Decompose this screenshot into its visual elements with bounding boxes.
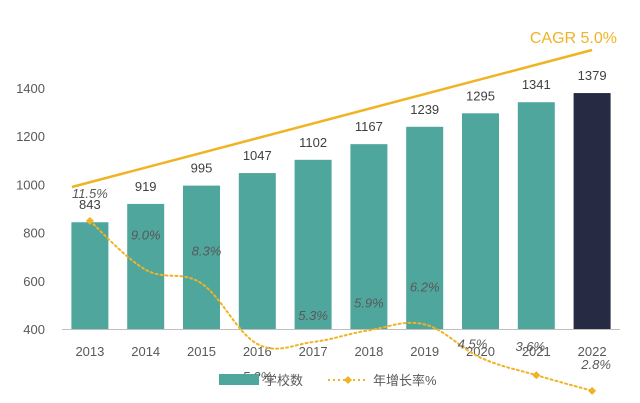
bar-series — [71, 93, 611, 330]
growth-rate-label: 8.3% — [192, 243, 222, 258]
y-tick-label: 1000 — [16, 177, 45, 192]
growth-marker — [588, 386, 597, 395]
x-tick-label: 2015 — [187, 344, 216, 359]
x-tick-label: 2018 — [354, 344, 383, 359]
bar — [573, 93, 611, 329]
growth-marker — [532, 371, 541, 380]
bar — [183, 185, 220, 329]
growth-rate-label: 2.8% — [580, 357, 611, 372]
bar-value-label: 1239 — [410, 102, 439, 117]
bar — [406, 126, 444, 330]
bar-value-label: 995 — [191, 161, 213, 176]
bar — [350, 144, 388, 329]
growth-rate-label: 4.5% — [458, 337, 488, 352]
y-tick-label: 600 — [23, 274, 45, 289]
growth-rate-label: 3.6% — [515, 339, 545, 354]
bar-value-label: 919 — [135, 179, 157, 194]
bar — [294, 159, 332, 329]
growth-rate-label: 11.5% — [72, 186, 108, 201]
x-tick-label: 2019 — [410, 344, 439, 359]
legend: 学校数 年增长率% — [219, 373, 437, 388]
bar — [238, 173, 276, 329]
cagr-label: CAGR 5.0% — [530, 30, 617, 47]
x-axis: 2013 2014 2015 2016 2017 2018 2019 2020 2021 2022 — [75, 344, 606, 359]
bar-value-label: 1379 — [578, 68, 607, 83]
growth-rate-markers — [85, 216, 597, 395]
bar-value-label: 1047 — [243, 148, 272, 163]
bar-value-label: 1295 — [466, 88, 495, 103]
legend-line-label: 年增长率% — [373, 373, 437, 388]
bar — [71, 222, 109, 329]
growth-rate-label: 9.0% — [131, 228, 161, 243]
legend-bar-label: 学校数 — [264, 373, 303, 388]
y-axis: 400 600 800 1000 1200 1400 — [16, 81, 45, 337]
bar-value-labels: 843 919 995 1047 1102 1167 1239 1295 1341 1379 — [79, 68, 607, 212]
growth-rate-label: 5.3% — [298, 308, 328, 323]
x-tick-label: 2013 — [75, 344, 104, 359]
x-tick-label: 2020 — [466, 344, 495, 359]
legend-bar-swatch — [219, 374, 259, 385]
bar-value-label: 1341 — [522, 77, 551, 92]
cagr-trendline — [71, 48, 593, 189]
growth-rate-line — [88, 219, 594, 392]
y-tick-label: 400 — [23, 322, 45, 337]
growth-rate-label: 5.9% — [354, 295, 384, 310]
bar-value-label: 843 — [79, 197, 101, 212]
y-tick-label: 1400 — [16, 81, 45, 96]
legend-line-marker — [344, 376, 352, 384]
x-tick-label: 2022 — [578, 344, 607, 359]
growth-marker — [85, 216, 94, 225]
bar — [517, 102, 555, 330]
x-tick-label: 2021 — [522, 344, 551, 359]
x-tick-label: 2016 — [243, 344, 272, 359]
y-tick-label: 800 — [23, 226, 45, 241]
x-tick-label: 2017 — [299, 344, 328, 359]
growth-rate-label: 6.2% — [410, 279, 440, 294]
bar — [462, 113, 499, 330]
bar-value-label: 1167 — [355, 119, 383, 134]
x-tick-label: 2014 — [131, 344, 160, 359]
y-tick-label: 1200 — [16, 129, 45, 144]
bar — [127, 203, 165, 329]
bar-value-label: 1102 — [299, 135, 327, 150]
